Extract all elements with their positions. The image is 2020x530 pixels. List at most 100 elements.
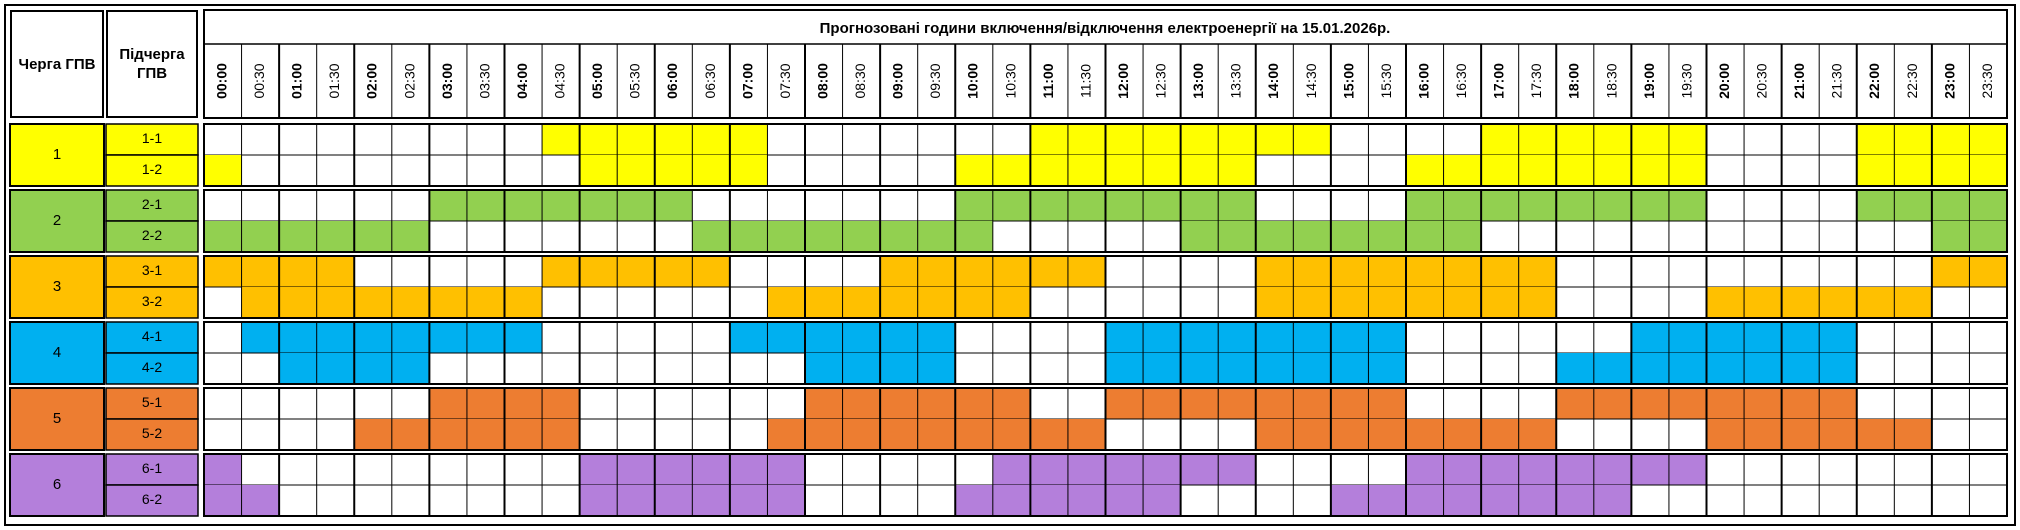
subqueue-label: 1-2 — [142, 161, 162, 177]
time-label: 10:00 — [965, 63, 981, 99]
group-label: 6 — [53, 476, 61, 493]
time-label: 08:00 — [814, 63, 830, 99]
time-label: 15:30 — [1378, 63, 1394, 98]
subqueue-label: 6-1 — [142, 460, 162, 476]
group-border — [203, 321, 2008, 385]
time-label: 14:00 — [1265, 63, 1281, 99]
group-border — [203, 123, 2008, 187]
subqueue-cell — [105, 220, 199, 253]
subqueue-cell — [105, 286, 199, 319]
group-label: 4 — [53, 344, 61, 361]
subqueue-label: 5-1 — [142, 394, 162, 410]
time-label: 12:30 — [1153, 63, 1169, 98]
time-label: 04:30 — [552, 63, 568, 98]
group-border — [203, 189, 2008, 253]
time-label: 01:30 — [326, 63, 342, 98]
group-label: 1 — [53, 146, 61, 163]
outage-block — [992, 454, 1256, 485]
time-label: 02:00 — [364, 63, 380, 99]
time-label: 08:30 — [852, 63, 868, 98]
time-label: 20:30 — [1754, 63, 1770, 98]
subqueue-label: 6-2 — [142, 491, 162, 507]
time-label: 15:00 — [1340, 63, 1356, 99]
group-cell — [9, 255, 105, 319]
time-label: 06:30 — [702, 63, 718, 98]
subqueue-label: 4-1 — [142, 328, 162, 344]
time-label: 05:00 — [589, 63, 605, 99]
time-label: 07:00 — [739, 63, 755, 99]
time-label: 03:30 — [476, 63, 492, 98]
time-label: 21:30 — [1829, 63, 1845, 98]
group-label: 5 — [53, 410, 61, 427]
subqueue-header: Підчерга ГПВ — [106, 10, 198, 118]
subqueue-cell — [105, 154, 199, 187]
group-label: 2 — [53, 212, 61, 229]
outage-block — [542, 256, 730, 287]
time-label: 16:30 — [1453, 63, 1469, 98]
time-label: 00:30 — [251, 63, 267, 98]
subqueue-cell — [105, 453, 199, 486]
group-cell — [9, 189, 105, 253]
subqueue-label: 1-1 — [142, 130, 162, 146]
time-label: 16:00 — [1415, 63, 1431, 99]
time-label: 20:00 — [1716, 63, 1732, 99]
time-label: 22:00 — [1866, 63, 1882, 99]
time-label: 09:30 — [927, 63, 943, 98]
outage-block — [429, 190, 693, 221]
subqueue-cell — [105, 484, 199, 517]
time-label: 13:30 — [1228, 63, 1244, 98]
outage-block — [579, 155, 768, 186]
group-border — [203, 255, 2008, 319]
outage-block — [767, 287, 1031, 318]
time-label: 21:00 — [1791, 63, 1807, 99]
outage-block — [204, 155, 242, 186]
queue-header: Черга ГПВ — [10, 10, 104, 118]
time-label: 00:00 — [213, 63, 229, 99]
subqueue-cell — [105, 352, 199, 385]
subqueue-cell — [105, 255, 199, 288]
group-label: 3 — [53, 278, 61, 295]
time-label: 05:30 — [627, 63, 643, 98]
outer-border — [4, 4, 2016, 526]
time-label: 10:30 — [1002, 63, 1018, 98]
outage-block — [767, 419, 1106, 450]
time-label: 11:00 — [1040, 63, 1056, 98]
time-label: 17:00 — [1491, 63, 1507, 99]
time-label: 11:30 — [1077, 64, 1093, 98]
subqueue-label: 3-2 — [142, 293, 162, 309]
time-label: 23:00 — [1941, 63, 1957, 99]
time-label: 01:00 — [289, 63, 305, 99]
time-label: 07:30 — [777, 63, 793, 98]
time-label: 09:00 — [890, 63, 906, 99]
time-label: 18:30 — [1603, 63, 1619, 98]
outage-block — [204, 454, 242, 485]
subqueue-label: 3-1 — [142, 262, 162, 278]
time-label: 17:30 — [1528, 63, 1544, 98]
group-border — [203, 453, 2008, 517]
group-cell — [9, 453, 105, 517]
time-label: 12:00 — [1115, 63, 1131, 99]
time-label: 04:00 — [514, 63, 530, 99]
header-title: Прогнозовані години включення/відключенн… — [820, 20, 1391, 37]
subqueue-label: 4-2 — [142, 359, 162, 375]
subqueue-label: 5-2 — [142, 425, 162, 441]
time-label: 13:00 — [1190, 63, 1206, 99]
group-border — [203, 387, 2008, 451]
subqueue-cell — [105, 387, 199, 420]
group-cell — [9, 321, 105, 385]
group-cell — [9, 387, 105, 451]
subqueue-label: 2-1 — [142, 196, 162, 212]
time-label: 06:00 — [664, 63, 680, 99]
time-label: 23:30 — [1979, 63, 1995, 98]
time-label: 18:00 — [1566, 63, 1582, 99]
time-label: 02:30 — [401, 63, 417, 98]
subqueue-label: 2-2 — [142, 227, 162, 243]
time-label: 19:00 — [1641, 63, 1657, 99]
subqueue-cell — [105, 418, 199, 451]
subqueue-cell — [105, 123, 199, 156]
time-label: 03:00 — [439, 63, 455, 99]
time-label: 19:30 — [1678, 63, 1694, 98]
group-cell — [9, 123, 105, 187]
